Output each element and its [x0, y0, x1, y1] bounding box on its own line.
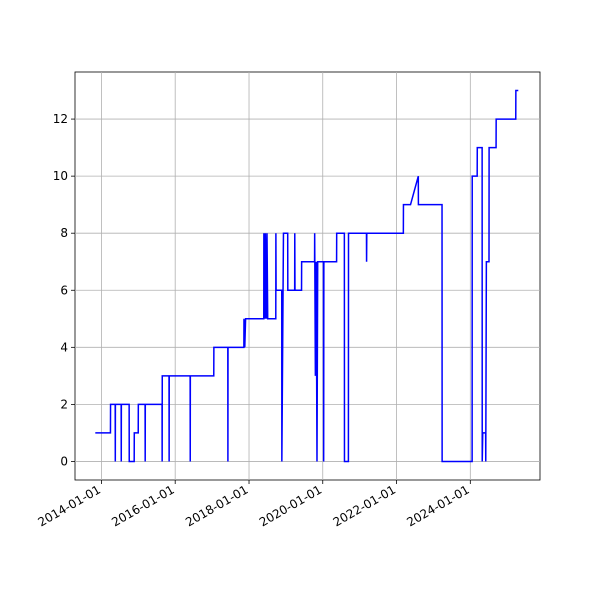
x-tick-label: 2018-01-01 — [183, 482, 250, 529]
x-tick-label: 2016-01-01 — [109, 482, 176, 529]
y-tick-label: 12 — [53, 112, 68, 126]
y-tick-label: 4 — [60, 340, 68, 354]
y-tick-label: 8 — [60, 226, 68, 240]
y-tick-label: 2 — [60, 397, 68, 411]
x-tick-label: 2022-01-01 — [331, 482, 398, 529]
x-tick-label: 2020-01-01 — [257, 482, 324, 529]
y-tick-label: 10 — [53, 169, 68, 183]
x-tick-label: 2024-01-01 — [404, 482, 471, 529]
plot-frame — [74, 71, 541, 481]
data-line — [95, 89, 519, 463]
x-tick-label: 2014-01-01 — [36, 482, 103, 529]
y-tick-label: 6 — [60, 283, 68, 297]
y-tick-label: 0 — [60, 454, 68, 468]
